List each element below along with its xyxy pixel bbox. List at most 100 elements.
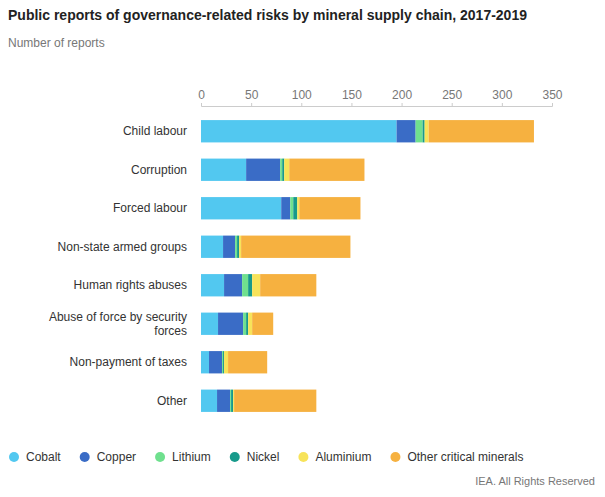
legend-swatch (80, 452, 90, 462)
bar (248, 274, 252, 296)
source: IEA. All Rights Reserved (475, 475, 595, 487)
x-tick: 50 (245, 88, 259, 106)
bar (293, 197, 297, 219)
x-tick-mark (351, 103, 352, 106)
y-tick: Human rights abuses (74, 278, 201, 292)
x-tick-label: 200 (392, 88, 412, 102)
bar (243, 313, 246, 335)
y-tick: Other (157, 394, 201, 408)
x-axis-line (202, 103, 553, 107)
legend-swatch (9, 452, 19, 462)
y-tick-label: Non-payment of taxes (70, 355, 187, 369)
legend-swatch (298, 452, 308, 462)
bar (282, 159, 284, 181)
x-tick-label: 50 (245, 88, 259, 102)
bar (217, 390, 230, 412)
bar (260, 274, 316, 296)
y-tick-label: Forced labour (113, 201, 187, 215)
y-tick: Non-state armed groups (58, 240, 201, 254)
bar (224, 274, 242, 296)
legend-item: Copper (80, 450, 136, 464)
y-tick-label: Abuse of force by securityforces (49, 310, 187, 338)
bar (224, 351, 228, 373)
y-tick-label: Corruption (131, 163, 187, 177)
bars (201, 120, 534, 412)
x-tick-label: 0 (198, 88, 205, 102)
x-tick-mark (502, 103, 503, 106)
bar (241, 236, 350, 258)
x-tick: 0 (198, 88, 205, 106)
y-tick-label: Child labour (123, 124, 187, 138)
legend-item: Cobalt (9, 450, 61, 464)
bar (201, 236, 223, 258)
y-tick-label-line: forces (154, 323, 187, 337)
bar (228, 351, 267, 373)
legend-swatch (155, 452, 165, 462)
bar (425, 120, 429, 142)
legend-label: Aluminium (315, 450, 371, 464)
chart: Public reports of governance-related ris… (0, 0, 605, 497)
bar (252, 274, 260, 296)
bar (201, 120, 397, 142)
x-tick-mark (452, 103, 453, 106)
x-axis: 0 50 100 150 200 250 300 350 (198, 88, 563, 107)
x-tick-label: 300 (492, 88, 512, 102)
y-tick-label: Human rights abuses (74, 278, 187, 292)
bar (246, 159, 280, 181)
bar (201, 274, 224, 296)
bar (234, 390, 316, 412)
series (228, 120, 534, 412)
x-tick: 250 (442, 88, 462, 106)
y-tick: Abuse of force by securityforces (49, 310, 201, 338)
bar (201, 197, 281, 219)
x-tick-label: 250 (442, 88, 462, 102)
x-tick: 300 (492, 88, 512, 106)
bar (223, 236, 235, 258)
bar (281, 197, 290, 219)
y-tick: Non-payment of taxes (70, 355, 201, 369)
x-tick-label: 150 (342, 88, 362, 102)
y-tick: Forced labour (113, 201, 201, 215)
bar (222, 351, 223, 373)
y-tick: Child labour (123, 124, 201, 138)
bar (299, 197, 360, 219)
bar (230, 390, 231, 412)
bar (235, 236, 237, 258)
y-tick-label: Non-state armed groups (58, 240, 187, 254)
y-tick: Corruption (131, 163, 201, 177)
bar (218, 313, 243, 335)
bar (201, 159, 246, 181)
bar (209, 351, 222, 373)
x-tick-mark (301, 103, 302, 106)
bar (284, 159, 289, 181)
bar (239, 236, 241, 258)
legend-swatch (230, 452, 240, 462)
series (209, 120, 416, 412)
y-axis: Child labour Corruption Forced labour Non-s… (49, 113, 202, 421)
bar (231, 390, 233, 412)
bar (297, 197, 299, 219)
x-tick: 100 (292, 88, 312, 106)
bar (252, 313, 273, 335)
legend-swatch (390, 452, 400, 462)
legend-item: Other critical minerals (390, 450, 523, 464)
bar (289, 159, 364, 181)
legend-label: Copper (97, 450, 136, 464)
bar (233, 390, 234, 412)
bar (242, 274, 248, 296)
legend-item: Nickel (230, 450, 280, 464)
bar (223, 351, 224, 373)
subtitle: Number of reports (8, 36, 105, 50)
legend-item: Lithium (155, 450, 211, 464)
bar (248, 313, 252, 335)
x-tick: 200 (392, 88, 412, 106)
legend-label: Lithium (172, 450, 211, 464)
x-tick: 350 (542, 88, 562, 106)
x-tick-mark (201, 103, 202, 106)
title: Public reports of governance-related ris… (8, 7, 527, 23)
bar (280, 159, 282, 181)
series (223, 120, 425, 412)
bar (423, 120, 425, 142)
bar (416, 120, 423, 142)
x-tick: 150 (342, 88, 362, 106)
